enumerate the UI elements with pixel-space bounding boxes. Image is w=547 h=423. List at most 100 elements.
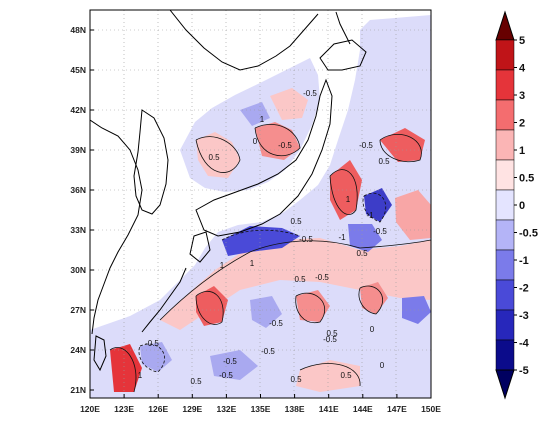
lon-tick-label: 135E — [251, 404, 271, 414]
contour-label: 0.5 — [290, 217, 302, 226]
coast-japan-honshu — [195, 78, 333, 237]
lat-tick-label: 30N — [70, 265, 86, 275]
colorbar-label: 0.5 — [519, 173, 534, 185]
contour-label: 0.5 — [190, 377, 202, 386]
soj-cool-1 — [240, 102, 270, 126]
contour-label: 0.5 — [378, 157, 390, 166]
lat-tick-label: 36N — [70, 185, 86, 195]
contour-label: -1 — [338, 233, 346, 242]
kuroshio-warm — [160, 238, 431, 330]
coast-kyushu — [189, 231, 211, 263]
colorbar-label: 5 — [519, 35, 525, 47]
coast-korea — [133, 109, 169, 215]
contour-line — [329, 169, 358, 215]
contour-label: -1 — [366, 211, 374, 220]
south-warm-1 — [196, 286, 228, 326]
coastlines — [90, 10, 367, 372]
contour-label: 0 — [253, 137, 258, 146]
contour-line — [362, 192, 387, 223]
colorbar: 5 4 3 2 1 0.5 0 -0.5 -1 -2 -3 -4 -5 — [495, 10, 538, 400]
contour-label: 1 — [250, 259, 255, 268]
colorbar-segment — [495, 159, 515, 191]
contour-line — [358, 285, 383, 315]
contour-label: 0.5 — [208, 153, 220, 162]
ocean-base — [90, 15, 431, 398]
colorbar-segment — [495, 99, 515, 131]
contour-label: -0.5 — [359, 141, 373, 150]
contour-line — [159, 239, 431, 321]
contour-label: -0.5 — [278, 141, 292, 150]
colorbar-segment — [495, 129, 515, 161]
coast-sakhalin — [335, 11, 351, 45]
contour-line — [109, 347, 137, 393]
contour-label: -0.5 — [145, 339, 159, 348]
south-cool-4 — [210, 350, 258, 380]
east-warm-3 — [395, 190, 431, 240]
contour-label: -0.5 — [315, 273, 329, 282]
colorbar-label: 1 — [519, 145, 525, 157]
contour-label: 0.5 — [290, 375, 302, 384]
contour-label: -0.5 — [373, 227, 387, 236]
contour-label: 1 — [260, 115, 265, 124]
lon-tick-label: 150E — [421, 404, 441, 414]
contour-line — [195, 136, 241, 173]
contour-label: 0 — [380, 361, 385, 370]
lon-tick-label: 132E — [216, 404, 236, 414]
lat-axis: 21N 24N 27N 30N 33N 36N 39N 42N 45N 48N — [70, 25, 94, 395]
south-japan-cool — [222, 226, 300, 256]
lat-tick-label: 27N — [70, 305, 86, 315]
colorbar-segment — [495, 249, 515, 281]
lon-tick-label: 144E — [353, 404, 373, 414]
contour-label: 1 — [346, 195, 351, 204]
contour-label: 1 — [138, 371, 143, 380]
colorbar-label: 0 — [519, 200, 525, 212]
contour-label: -0.5 — [299, 235, 313, 244]
lon-tick-label: 147E — [387, 404, 407, 414]
colorbar-label: 4 — [519, 63, 526, 75]
lon-tick-label: 129E — [182, 404, 202, 414]
contour-label-layer: -0.50.50 -0.51-0.50.51-1-0.50.5-1-0.50.5-… — [138, 89, 390, 386]
lon-tick-label: 123E — [114, 404, 134, 414]
lat-tick-label: 33N — [70, 225, 86, 235]
colorbar-label: 3 — [519, 90, 525, 102]
colorbar-segment — [495, 339, 515, 371]
south-cool-1 — [250, 296, 282, 328]
coast-taiwan — [93, 335, 107, 372]
south-cool-2 — [402, 296, 431, 324]
south-warm-4 — [110, 344, 142, 392]
coast-china — [90, 119, 143, 335]
contour-label: -0.5 — [269, 319, 283, 328]
lat-tick-label: 48N — [70, 25, 86, 35]
lat-tick-label: 42N — [70, 105, 86, 115]
contour-label: -0.5 — [261, 347, 275, 356]
soj-warm-3 — [270, 88, 308, 120]
south-warm-5 — [296, 360, 360, 392]
contour-line — [299, 363, 361, 387]
east-cool-2 — [348, 224, 382, 252]
contour-line — [195, 291, 224, 325]
grid-lines — [90, 10, 431, 398]
colorbar-label: -0.5 — [519, 228, 538, 240]
contour-line — [379, 134, 422, 163]
colorbar-label: 2 — [519, 118, 525, 130]
colorbar-segment — [495, 39, 515, 71]
contour-label: 0.5 — [340, 371, 352, 380]
contour-label: -0.5 — [219, 371, 233, 380]
lat-tick-label: 21N — [70, 385, 86, 395]
colorbar-bottom-triangle — [495, 369, 515, 400]
contour-label: -0.5 — [323, 335, 337, 344]
contour-label: 0.5 — [326, 329, 338, 338]
colorbar-top-triangle — [495, 10, 515, 41]
lon-tick-label: 120E — [80, 404, 100, 414]
lon-tick-label: 126E — [148, 404, 168, 414]
colorbar-segment — [495, 69, 515, 101]
lat-tick-label: 39N — [70, 145, 86, 155]
south-warm-2 — [296, 290, 330, 322]
colorbar-label: -4 — [519, 338, 530, 350]
plot-area: -0.50.50 -0.51-0.50.51-1-0.50.5-1-0.50.5-… — [89, 9, 432, 399]
colorbar-segment — [495, 309, 515, 341]
colorbar-segment — [495, 219, 515, 251]
colorbar-label: -3 — [519, 310, 529, 322]
coast-hokkaido — [319, 39, 367, 71]
